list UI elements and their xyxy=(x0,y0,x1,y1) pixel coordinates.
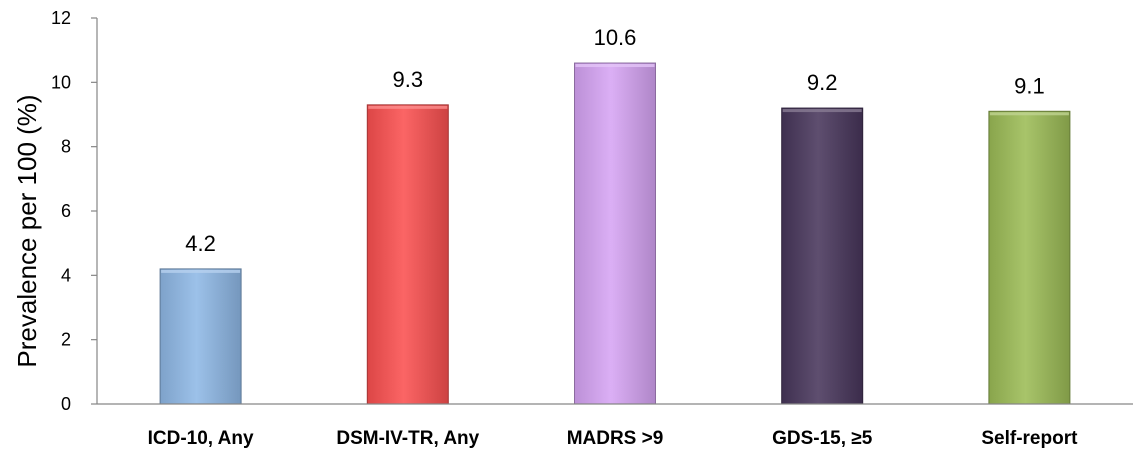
y-tick-label: 10 xyxy=(51,72,71,92)
data-label: 4.2 xyxy=(185,231,216,256)
x-category-label: DSM-IV-TR, Any xyxy=(336,428,479,449)
bar xyxy=(781,107,864,405)
data-label: 10.6 xyxy=(594,25,637,50)
bar xyxy=(988,110,1071,405)
data-label: 9.2 xyxy=(807,70,838,95)
y-tick-label: 2 xyxy=(61,330,71,350)
bar-highlight xyxy=(782,109,862,113)
bar-highlight xyxy=(368,105,448,109)
x-category-label: ICD-10, Any xyxy=(148,428,254,449)
data-label: 9.1 xyxy=(1014,73,1045,98)
bar xyxy=(159,268,242,405)
bar-highlight xyxy=(989,112,1069,116)
y-axis-ticks: 0 2 4 6 8 10 12 xyxy=(51,8,97,414)
x-category-label: Self-report xyxy=(981,428,1078,449)
y-tick-label: 6 xyxy=(61,201,71,221)
y-axis-title: Prevalence per 100 (%) xyxy=(12,94,42,367)
bars xyxy=(159,62,1071,405)
data-label: 9.3 xyxy=(393,67,424,92)
x-category-label: MADRS >9 xyxy=(567,428,664,449)
x-axis-labels: ICD-10, Any DSM-IV-TR, Any MADRS >9 GDS-15,… xyxy=(148,428,1078,449)
y-tick-label: 8 xyxy=(61,137,71,157)
y-tick-label: 4 xyxy=(61,265,71,285)
bar xyxy=(366,104,449,405)
x-category-label: GDS-15, ≥5 xyxy=(772,428,873,449)
data-labels: 4.2 9.3 10.6 9.2 9.1 xyxy=(185,25,1044,256)
y-tick-label: 12 xyxy=(51,8,71,28)
bar xyxy=(574,62,656,405)
y-tick-label: 0 xyxy=(61,394,71,414)
bar-highlight xyxy=(575,64,655,68)
bar-highlight xyxy=(161,269,241,273)
